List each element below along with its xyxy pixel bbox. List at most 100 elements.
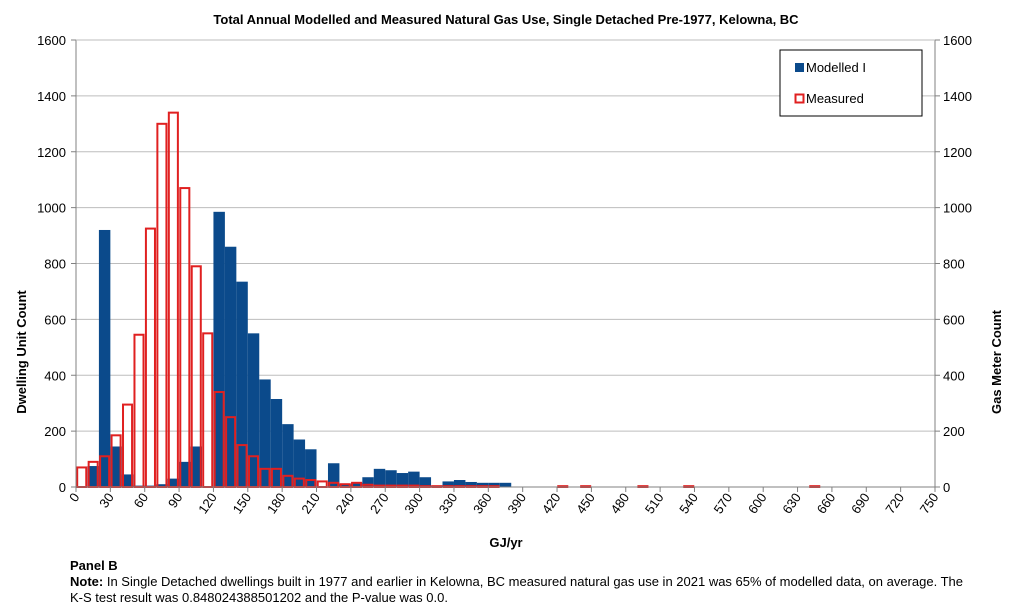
modelled-bar bbox=[419, 477, 432, 487]
chart: Total Annual Modelled and Measured Natur… bbox=[14, 12, 1004, 550]
legend-label-modelled: Modelled I bbox=[806, 60, 866, 75]
modelled-bar bbox=[190, 446, 202, 487]
x-tick-label: 480 bbox=[607, 490, 632, 516]
measured-bar bbox=[179, 187, 191, 488]
x-tick-label: 150 bbox=[230, 490, 255, 516]
modelled-bar bbox=[110, 446, 122, 487]
x-tick-label: 300 bbox=[401, 490, 426, 516]
modelled-bar bbox=[453, 480, 466, 487]
legend: Modelled I Measured bbox=[779, 49, 923, 117]
x-axis-title: GJ/yr bbox=[489, 535, 522, 550]
x-tick-label: 450 bbox=[573, 490, 598, 516]
x-tick-label: 540 bbox=[676, 490, 701, 516]
modelled-bar bbox=[350, 482, 363, 487]
modelled-bar bbox=[408, 471, 420, 487]
y-tick-label: 0 bbox=[59, 480, 66, 495]
legend-swatch-modelled bbox=[795, 63, 804, 72]
measured-bar bbox=[202, 332, 214, 488]
x-tick-label: 120 bbox=[195, 490, 220, 516]
x-tick-label: 390 bbox=[504, 490, 529, 516]
y2-tick-label: 1400 bbox=[943, 89, 972, 104]
y2-tick-label: 1200 bbox=[943, 145, 972, 160]
y-tick-label: 600 bbox=[44, 312, 66, 327]
x-tick-label: 600 bbox=[745, 490, 770, 516]
measured-bar bbox=[156, 122, 168, 488]
y2-tick-label: 1600 bbox=[943, 33, 972, 48]
modelled-bar bbox=[179, 461, 191, 487]
modelled-bar bbox=[327, 463, 340, 487]
y-axis-title: Dwelling Unit Count bbox=[14, 290, 29, 414]
panel-label: Panel B bbox=[70, 558, 118, 573]
measured-bar bbox=[76, 466, 88, 489]
modelled-bar bbox=[98, 229, 111, 487]
modelled-series bbox=[87, 211, 512, 488]
x-tick-label: 660 bbox=[814, 490, 839, 516]
y2-tick-label: 200 bbox=[943, 424, 965, 439]
x-tick-label: 210 bbox=[298, 490, 323, 516]
modelled-bar bbox=[270, 398, 283, 487]
x-tick-label: 240 bbox=[333, 490, 358, 516]
modelled-bar bbox=[259, 379, 271, 487]
y2-axis-title: Gas Meter Count bbox=[989, 309, 1004, 414]
y-tick-label: 1000 bbox=[37, 201, 66, 216]
note-text: In Single Detached dwellings built in 19… bbox=[70, 574, 963, 605]
modelled-bar bbox=[167, 478, 180, 487]
measured-bar bbox=[144, 227, 156, 488]
chart-title: Total Annual Modelled and Measured Natur… bbox=[213, 12, 799, 27]
x-tick-label: 0 bbox=[66, 490, 82, 505]
y2-tick-label: 1000 bbox=[943, 201, 972, 216]
x-tick-label: 360 bbox=[470, 490, 495, 516]
y2-tick-label: 400 bbox=[943, 368, 965, 383]
x-tick-label: 750 bbox=[917, 490, 942, 516]
x-tick-label: 720 bbox=[882, 490, 907, 516]
note-label: Note: bbox=[70, 574, 104, 589]
x-tick-label: 60 bbox=[131, 490, 152, 510]
y2-tick-label: 800 bbox=[943, 257, 965, 272]
axes bbox=[71, 39, 940, 492]
modelled-bar bbox=[476, 482, 489, 487]
modelled-bar bbox=[213, 211, 225, 488]
y-tick-label: 800 bbox=[44, 257, 66, 272]
y-tick-label: 1200 bbox=[37, 145, 66, 160]
modelled-bar bbox=[465, 481, 477, 487]
modelled-bar bbox=[156, 484, 168, 487]
modelled-bar bbox=[396, 473, 409, 487]
y2-tick-label: 0 bbox=[943, 480, 950, 495]
x-tick-label: 180 bbox=[264, 490, 289, 516]
measured-bar bbox=[316, 480, 328, 489]
x-tick-label: 270 bbox=[367, 490, 392, 516]
modelled-bar bbox=[488, 482, 500, 487]
x-tick-label: 420 bbox=[539, 490, 564, 516]
modelled-bar bbox=[362, 477, 374, 487]
legend-box bbox=[779, 49, 923, 117]
modelled-bar bbox=[293, 439, 306, 487]
modelled-bar bbox=[87, 466, 99, 487]
modelled-bar bbox=[121, 474, 134, 487]
legend-swatch-measured bbox=[794, 93, 805, 104]
modelled-bar bbox=[442, 481, 454, 487]
modelled-bar bbox=[247, 333, 260, 487]
modelled-bar bbox=[282, 424, 294, 487]
x-tick-label: 510 bbox=[642, 490, 667, 516]
modelled-bar bbox=[305, 449, 317, 487]
x-tick-label: 630 bbox=[779, 490, 804, 516]
x-tick-label: 90 bbox=[165, 490, 186, 510]
y-tick-label: 200 bbox=[44, 424, 66, 439]
modelled-bar bbox=[499, 482, 512, 487]
modelled-bar bbox=[236, 281, 248, 487]
modelled-bar bbox=[373, 468, 386, 487]
x-tick-label: 570 bbox=[711, 490, 736, 516]
y-tick-label: 1600 bbox=[37, 33, 66, 48]
modelled-bar bbox=[385, 470, 397, 487]
y-tick-label: 400 bbox=[44, 368, 66, 383]
x-tick-label: 330 bbox=[436, 490, 461, 516]
measured-bar bbox=[133, 333, 145, 488]
y-tick-label: 1400 bbox=[37, 89, 66, 104]
legend-label-measured: Measured bbox=[806, 91, 864, 106]
x-tick-label: 690 bbox=[848, 490, 873, 516]
modelled-bar bbox=[339, 484, 351, 487]
x-tick-label: 30 bbox=[96, 490, 117, 510]
modelled-bar bbox=[224, 246, 237, 487]
y2-tick-label: 600 bbox=[943, 312, 965, 327]
caption-note: Note: In Single Detached dwellings built… bbox=[70, 574, 970, 606]
